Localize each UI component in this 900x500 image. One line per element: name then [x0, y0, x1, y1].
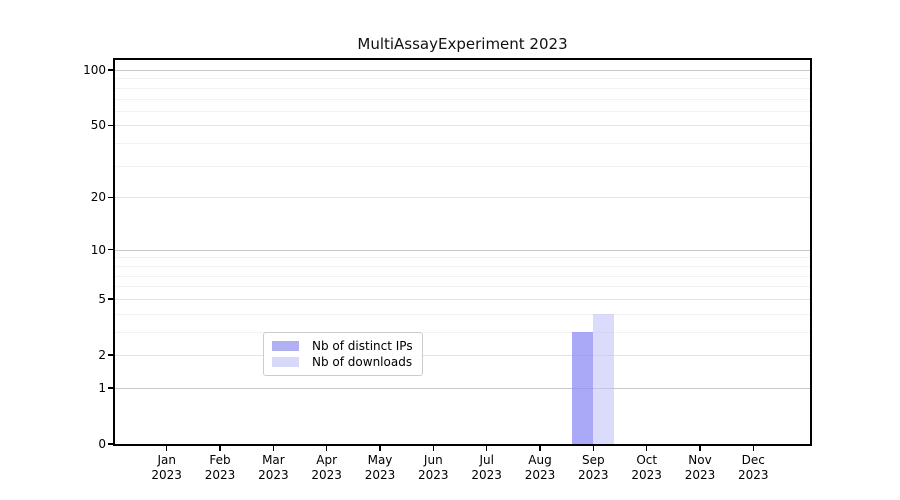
x-tick-mark [165, 446, 168, 451]
x-tick-label: Dec 2023 [738, 453, 769, 482]
gridline-minor [115, 275, 810, 277]
gridline-minor [115, 98, 810, 100]
y-tick-label: 5 [98, 291, 106, 306]
legend-label-distinct-ips: Nb of distinct IPs [312, 339, 413, 353]
y-tick-mark [108, 354, 113, 356]
x-tick-label: Jan 2023 [151, 453, 182, 482]
y-tick-mark [108, 196, 113, 198]
gridline-minor [115, 78, 810, 80]
x-tick-label: Apr 2023 [311, 453, 342, 482]
x-tick-label: Oct 2023 [631, 453, 662, 482]
gridline-major [115, 249, 810, 251]
y-tick-mark [108, 387, 113, 389]
y-tick-label: 2 [98, 348, 106, 362]
y-tick-mark [108, 248, 113, 251]
x-tick-label: Aug 2023 [524, 453, 556, 482]
gridline-minor [115, 313, 810, 315]
y-tick-label: 0 [98, 437, 106, 451]
x-tick-mark [219, 446, 221, 451]
x-tick-label: Nov 2023 [684, 453, 716, 482]
legend-label-downloads: Nb of downloads [312, 355, 413, 369]
gridline-medium [115, 355, 810, 356]
x-tick-mark [752, 446, 755, 451]
gridline-minor [115, 265, 810, 267]
legend-swatch-distinct-ips-icon [272, 341, 299, 351]
x-tick-label: Jun 2023 [418, 453, 449, 482]
y-tick-mark [108, 124, 113, 127]
x-tick-mark [645, 446, 648, 451]
gridline-minor [115, 257, 810, 259]
x-tick-mark [699, 446, 701, 451]
gridline-medium [115, 125, 810, 127]
gridline-minor [115, 87, 810, 89]
legend: Nb of distinct IPs Nb of downloads [263, 332, 423, 376]
x-tick-label: May 2023 [364, 453, 396, 482]
y-tick-mark [108, 443, 113, 445]
gridline-minor [115, 143, 810, 145]
y-tick-label: 10 [90, 242, 106, 257]
plot-area [113, 58, 812, 446]
y-tick-mark [108, 69, 113, 71]
y-tick-label: 20 [90, 190, 106, 205]
x-tick-label: Jul 2023 [471, 453, 502, 482]
x-tick-mark [539, 446, 541, 451]
x-tick-mark [272, 446, 275, 451]
y-tick-label: 100 [83, 63, 106, 77]
legend-item-downloads: Nb of downloads [272, 354, 413, 370]
gridline-medium [115, 298, 810, 300]
gridline-major [115, 387, 810, 389]
gridline-major [115, 70, 810, 71]
x-tick-mark [485, 446, 488, 451]
y-tick-mark [108, 298, 113, 300]
x-tick-label: Mar 2023 [258, 453, 289, 482]
gridline-minor [115, 331, 810, 333]
x-tick-mark [432, 446, 435, 451]
y-tick-label: 1 [98, 380, 106, 395]
legend-item-distinct-ips: Nb of distinct IPs [272, 338, 413, 354]
gridline-medium [115, 197, 810, 199]
gridline-minor [115, 110, 810, 112]
gridline-minor [115, 286, 810, 288]
gridline-minor [115, 165, 810, 167]
x-tick-label: Feb 2023 [204, 453, 236, 482]
bar-distinct-ips [572, 331, 594, 444]
y-tick-label: 50 [90, 118, 106, 133]
chart-title: MultiAssayExperiment 2023 [357, 35, 568, 53]
x-tick-mark [325, 446, 328, 451]
x-tick-label: Sep 2023 [578, 453, 609, 482]
legend-swatch-downloads-icon [272, 357, 299, 367]
x-tick-mark [592, 446, 595, 451]
x-tick-mark [379, 446, 381, 451]
bar-downloads [593, 313, 615, 444]
